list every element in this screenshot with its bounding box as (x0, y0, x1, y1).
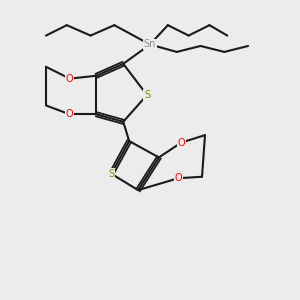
Text: O: O (66, 109, 74, 119)
Text: Sn: Sn (144, 40, 156, 50)
Text: O: O (66, 74, 74, 84)
Text: O: O (174, 173, 182, 183)
Text: S: S (144, 90, 150, 100)
Text: O: O (177, 138, 185, 148)
Text: S: S (108, 169, 114, 179)
